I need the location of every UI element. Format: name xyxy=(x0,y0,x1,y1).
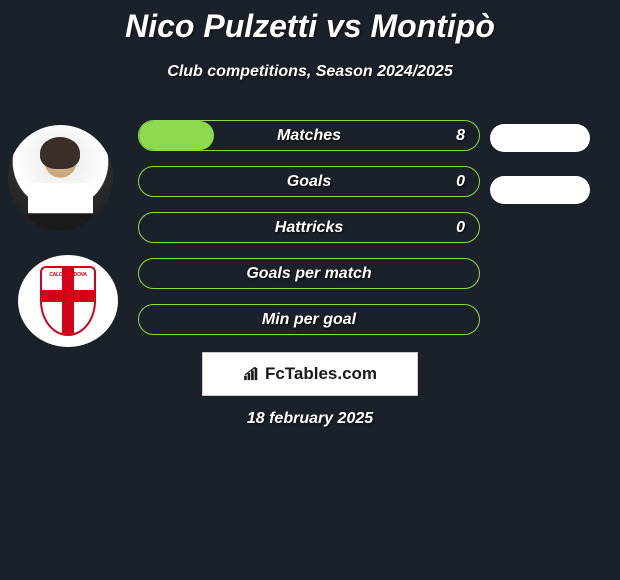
page-subtitle: Club competitions, Season 2024/2025 xyxy=(0,63,620,81)
stat-label: Matches xyxy=(277,127,341,145)
stat-label: Min per goal xyxy=(262,311,356,329)
stat-bar-matches: Matches 8 xyxy=(138,120,480,151)
stat-value: 0 xyxy=(456,219,465,237)
cross-horizontal xyxy=(42,290,94,302)
bar-chart-icon xyxy=(243,367,261,381)
brand-label: FcTables.com xyxy=(265,364,377,384)
stat-label: Goals xyxy=(287,173,331,191)
stat-fill xyxy=(139,121,214,150)
page-title: Nico Pulzetti vs Montipò xyxy=(0,0,620,45)
opponent-pill xyxy=(490,124,590,152)
brand-box[interactable]: FcTables.com xyxy=(202,352,418,396)
stat-value: 0 xyxy=(456,173,465,191)
stat-bar-min-per-goal: Min per goal xyxy=(138,304,480,335)
shield-icon: CALCIO PADOVA xyxy=(40,266,96,336)
stat-label: Goals per match xyxy=(246,265,371,283)
stats-chart: Matches 8 Goals 0 Hattricks 0 Goals per … xyxy=(138,120,480,350)
stat-value: 8 xyxy=(456,127,465,145)
date-label: 18 february 2025 xyxy=(247,410,373,428)
player-avatar xyxy=(8,125,113,230)
stat-label: Hattricks xyxy=(275,219,343,237)
stat-bar-hattricks: Hattricks 0 xyxy=(138,212,480,243)
stat-bar-goals: Goals 0 xyxy=(138,166,480,197)
stat-bar-goals-per-match: Goals per match xyxy=(138,258,480,289)
opponent-pill xyxy=(490,176,590,204)
club-badge: CALCIO PADOVA xyxy=(18,255,118,347)
